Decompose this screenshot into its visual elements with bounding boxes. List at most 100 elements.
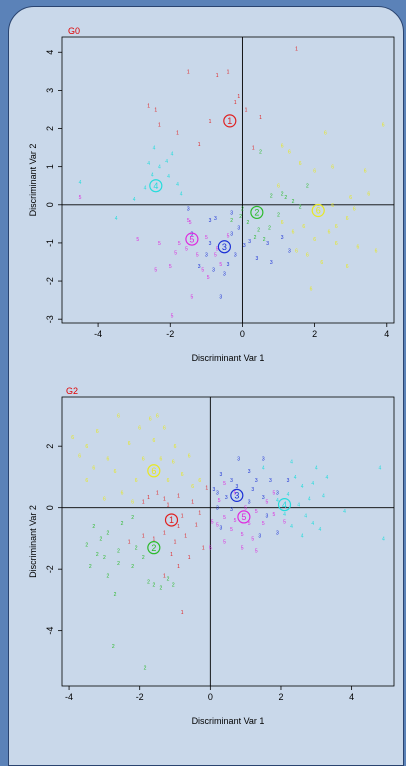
- data-point-group-1: 1: [198, 142, 201, 148]
- scatter-panel-g2: G2 -4 -2 0 2 4-4-202 11111111111111111111111…: [28, 386, 395, 726]
- data-point-group-6: 6: [188, 453, 191, 459]
- data-point-group-5: 5: [187, 218, 190, 224]
- data-point-group-2: 2: [263, 237, 266, 243]
- data-point-group-3: 3: [276, 530, 279, 536]
- data-point-group-4: 4: [287, 492, 290, 498]
- data-point-group-5: 5: [185, 247, 188, 253]
- data-point-group-5: 5: [234, 490, 237, 496]
- data-point-group-4: 4: [176, 182, 179, 188]
- data-point-group-6: 6: [138, 426, 141, 432]
- data-point-group-2: 2: [117, 549, 120, 555]
- data-point-group-3: 3: [187, 207, 190, 213]
- centroid-label-5: 5: [189, 234, 194, 244]
- data-point-group-6: 6: [295, 249, 298, 255]
- data-point-group-3: 3: [248, 239, 251, 245]
- data-point-group-2: 2: [172, 583, 175, 589]
- data-point-group-4: 4: [115, 216, 118, 222]
- data-point-group-6: 6: [103, 496, 106, 502]
- data-point-group-6: 6: [167, 478, 170, 484]
- data-point-group-1: 1: [181, 610, 184, 616]
- data-point-group-2: 2: [107, 573, 110, 579]
- x-tick-label: -4: [65, 692, 73, 702]
- data-point-group-6: 6: [335, 241, 338, 247]
- data-point-group-6: 6: [172, 460, 175, 466]
- data-point-group-2: 2: [103, 555, 106, 561]
- plot-area: [61, 396, 395, 687]
- data-point-group-4: 4: [147, 161, 150, 167]
- data-point-group-4: 4: [297, 503, 300, 509]
- data-point-group-6: 6: [349, 195, 352, 201]
- centroid-marker-2: [147, 541, 161, 555]
- data-point-group-3: 3: [255, 256, 258, 262]
- data-point-group-3: 3: [216, 506, 219, 512]
- data-point-group-2: 2: [299, 205, 302, 211]
- data-point-group-3: 3: [212, 487, 215, 493]
- data-point-group-5: 5: [218, 498, 221, 504]
- data-point-group-5: 5: [216, 247, 219, 253]
- data-point-group-6: 6: [375, 249, 378, 255]
- chart-title: G2: [66, 386, 78, 396]
- x-tick-label: 0: [240, 329, 245, 339]
- data-point-group-6: 6: [96, 429, 99, 435]
- data-point-group-6: 6: [156, 413, 159, 419]
- data-point-group-5: 5: [251, 536, 254, 542]
- plot-area: [61, 36, 395, 324]
- y-tick-label: 3: [45, 88, 55, 93]
- data-point-group-1: 1: [191, 500, 194, 506]
- data-point-group-1: 1: [167, 503, 170, 509]
- data-point-group-3: 3: [276, 490, 279, 496]
- y-tick-label: -2: [45, 277, 55, 285]
- data-point-group-6: 6: [181, 472, 184, 478]
- centroid-label-5: 5: [241, 512, 246, 522]
- data-point-group-6: 6: [328, 229, 331, 235]
- data-point-group-1: 1: [152, 536, 155, 542]
- data-point-group-6: 6: [288, 149, 291, 155]
- data-point-group-4: 4: [79, 180, 82, 186]
- centroid-marker-6: [147, 464, 161, 478]
- centroid-label-3: 3: [234, 491, 239, 501]
- data-point-group-3: 3: [230, 231, 233, 237]
- data-point-group-2: 2: [99, 536, 102, 542]
- data-point-group-4: 4: [167, 174, 170, 180]
- x-tick-label: 2: [278, 692, 283, 702]
- data-point-group-1: 1: [177, 564, 180, 570]
- data-point-group-5: 5: [283, 520, 286, 526]
- data-point-group-5: 5: [214, 252, 217, 258]
- data-point-group-3: 3: [220, 526, 223, 532]
- data-point-group-4: 4: [262, 466, 265, 472]
- data-point-group-6: 6: [174, 444, 177, 450]
- centroid-marker-1: [164, 513, 179, 527]
- centroid-marker-3: [230, 488, 244, 502]
- data-point-group-5: 5: [223, 481, 226, 487]
- data-point-group-5: 5: [205, 235, 208, 241]
- data-point-group-1: 1: [158, 123, 161, 129]
- centroid-marker-4: [149, 179, 163, 193]
- data-point-group-2: 2: [284, 195, 287, 201]
- data-point-group-2: 2: [121, 521, 124, 527]
- data-point-group-3: 3: [225, 495, 228, 501]
- data-point-group-6: 6: [160, 456, 163, 462]
- data-point-group-3: 3: [248, 500, 251, 506]
- data-point-group-5: 5: [158, 241, 161, 247]
- centroid-marker-6: [311, 203, 325, 218]
- data-point-group-4: 4: [311, 521, 314, 527]
- data-point-group-2: 2: [281, 191, 284, 197]
- data-point-group-4: 4: [153, 146, 156, 152]
- data-point-group-1: 1: [195, 523, 198, 529]
- data-point-group-6: 6: [281, 220, 284, 226]
- data-point-group-4: 4: [133, 197, 136, 203]
- data-point-group-6: 6: [92, 466, 95, 472]
- data-point-group-6: 6: [331, 203, 334, 209]
- data-point-group-4: 4: [343, 509, 346, 515]
- data-point-group-3: 3: [258, 533, 261, 539]
- data-point-group-5: 5: [244, 506, 247, 512]
- data-point-group-5: 5: [223, 540, 226, 546]
- x-tick-label: -2: [136, 692, 144, 702]
- data-point-group-6: 6: [131, 500, 134, 506]
- data-point-group-2: 2: [131, 564, 134, 570]
- data-point-group-3: 3: [251, 487, 254, 493]
- data-point-group-1: 1: [163, 573, 166, 579]
- data-point-group-1: 1: [176, 130, 179, 136]
- data-point-group-4: 4: [180, 191, 183, 197]
- x-tick-label: 4: [349, 692, 354, 702]
